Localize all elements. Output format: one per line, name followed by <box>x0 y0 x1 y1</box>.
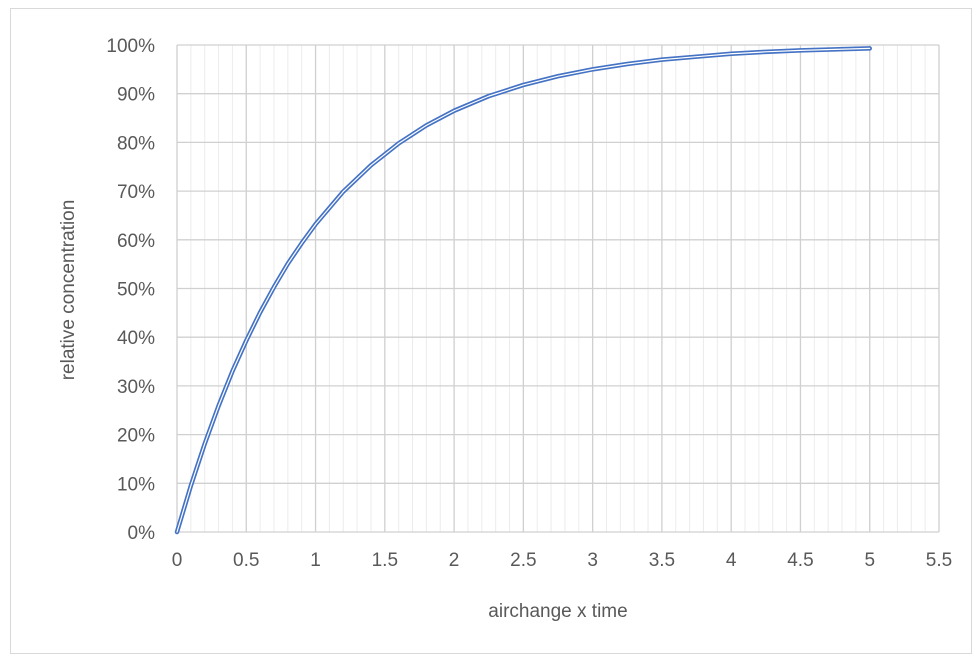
x-tick-label: 1.5 <box>372 550 398 571</box>
x-axis-tick-labels: 0 0.5 1 1.5 2 2.5 3 3.5 4 4.5 5 5.5 <box>172 550 953 571</box>
y-tick-label: 20% <box>117 426 155 447</box>
x-tick-label: 0 <box>172 550 183 571</box>
x-tick-label: 5 <box>864 550 875 571</box>
series-group <box>174 46 872 535</box>
y-tick-label: 70% <box>117 182 155 203</box>
y-axis-tick-labels: 0% 10% 20% 30% 40% 50% 60% 70% 80% 90% 100% <box>106 36 155 544</box>
x-tick-label: 1 <box>310 550 321 571</box>
y-tick-label: 50% <box>117 280 155 301</box>
x-tick-label: 2 <box>449 550 460 571</box>
x-axis-title: airchange x time <box>488 601 627 622</box>
x-tick-label: 0.5 <box>233 550 259 571</box>
x-tick-label: 4.5 <box>787 550 813 571</box>
y-tick-label: 40% <box>117 328 155 349</box>
y-tick-label: 0% <box>128 523 156 544</box>
y-tick-label: 100% <box>106 36 155 57</box>
y-axis-title: relative concentration <box>58 200 79 381</box>
y-tick-label: 80% <box>117 133 155 154</box>
y-tick-label: 90% <box>117 85 155 106</box>
x-tick-label: 2.5 <box>510 550 536 571</box>
x-tick-label: 5.5 <box>926 550 952 571</box>
y-tick-label: 30% <box>117 377 155 398</box>
x-tick-label: 4 <box>726 550 737 571</box>
major-gridlines <box>176 44 940 533</box>
chart-area <box>10 8 972 654</box>
x-tick-label: 3 <box>587 550 598 571</box>
y-tick-label: 10% <box>117 474 155 495</box>
x-tick-label: 3.5 <box>649 550 675 571</box>
series-line-highlight <box>176 47 871 533</box>
y-tick-label: 60% <box>117 231 155 252</box>
